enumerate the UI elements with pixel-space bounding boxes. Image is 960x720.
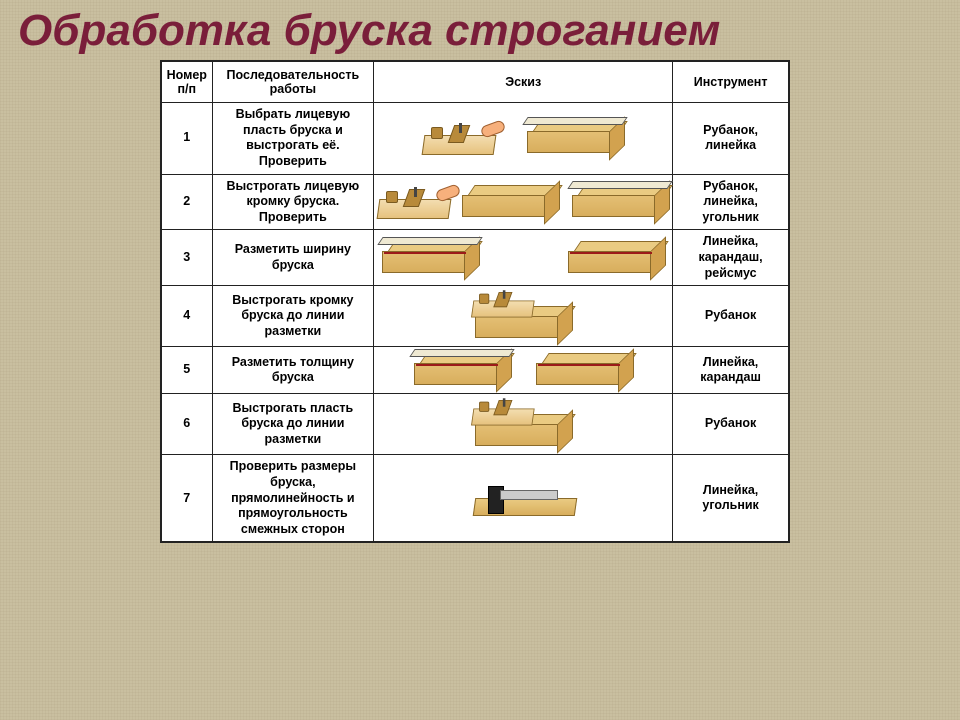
plane-icon	[378, 185, 448, 219]
cell-sketch	[374, 230, 673, 286]
wood-block-icon	[382, 241, 478, 275]
table-row: 3Разметить ширину бруска Линейка, каранда…	[162, 230, 789, 286]
cell-sequence: Выстрогать кромку бруска до линии размет…	[212, 286, 374, 347]
cell-num: 1	[162, 103, 213, 175]
wood-block-icon	[536, 353, 632, 387]
cell-tool: Линейка, угольник	[673, 455, 789, 542]
page-title: Обработка бруска строганием	[0, 0, 960, 60]
table-header-row: Номер п/п Последовательность работы Эски…	[162, 62, 789, 103]
plane-on-block-icon	[463, 292, 583, 340]
table-row: 1Выбрать лицевую пласть бруска и выстрог…	[162, 103, 789, 175]
cell-tool: Рубанок, линейка, угольник	[673, 174, 789, 230]
col-sketch: Эскиз	[374, 62, 673, 103]
col-num: Номер п/п	[162, 62, 213, 103]
table-row: 2Выстрогать лицевую кромку бруска. Прове…	[162, 174, 789, 230]
wood-block-icon	[462, 185, 558, 219]
col-tool: Инструмент	[673, 62, 789, 103]
cell-sketch	[374, 455, 673, 542]
cell-num: 6	[162, 394, 213, 455]
cell-sequence: Разметить ширину бруска	[212, 230, 374, 286]
cell-num: 7	[162, 455, 213, 542]
cell-sketch	[374, 286, 673, 347]
cell-num: 2	[162, 174, 213, 230]
cell-num: 3	[162, 230, 213, 286]
cell-sketch	[374, 394, 673, 455]
plane-icon	[423, 121, 493, 155]
cell-sketch	[374, 174, 673, 230]
table-row: 4Выстрогать кромку бруска до линии разме…	[162, 286, 789, 347]
table-row: 6Выстрогать пласть бруска до линии разме…	[162, 394, 789, 455]
cell-sketch	[374, 103, 673, 175]
col-seq: Последовательность работы	[212, 62, 374, 103]
cell-sequence: Выстрогать пласть бруска до линии размет…	[212, 394, 374, 455]
cell-num: 5	[162, 347, 213, 394]
cell-tool: Линейка, карандаш	[673, 347, 789, 394]
wood-block-icon	[572, 185, 668, 219]
cell-sequence: Проверить размеры бруска, прямолинейност…	[212, 455, 374, 542]
table-row: 5Разметить толщину бруска Линейка, каранд…	[162, 347, 789, 394]
wood-block-icon	[527, 121, 623, 155]
table-card: Номер п/п Последовательность работы Эски…	[160, 60, 790, 543]
plane-on-block-icon	[463, 400, 583, 448]
cell-sequence: Выбрать лицевую пласть бруска и выстрога…	[212, 103, 374, 175]
wood-block-icon	[414, 353, 510, 387]
cell-sequence: Разметить толщину бруска	[212, 347, 374, 394]
cell-num: 4	[162, 286, 213, 347]
wood-block-icon	[568, 241, 664, 275]
cell-tool: Рубанок	[673, 286, 789, 347]
table-row: 7Проверить размеры бруска, прямолинейнос…	[162, 455, 789, 542]
process-table: Номер п/п Последовательность работы Эски…	[161, 61, 789, 542]
cell-tool: Рубанок	[673, 394, 789, 455]
cell-sketch	[374, 347, 673, 394]
cell-tool: Линейка, карандаш, рейсмус	[673, 230, 789, 286]
cell-tool: Рубанок, линейка	[673, 103, 789, 175]
cell-sequence: Выстрогать лицевую кромку бруска. Провер…	[212, 174, 374, 230]
try-square-icon	[480, 478, 566, 518]
